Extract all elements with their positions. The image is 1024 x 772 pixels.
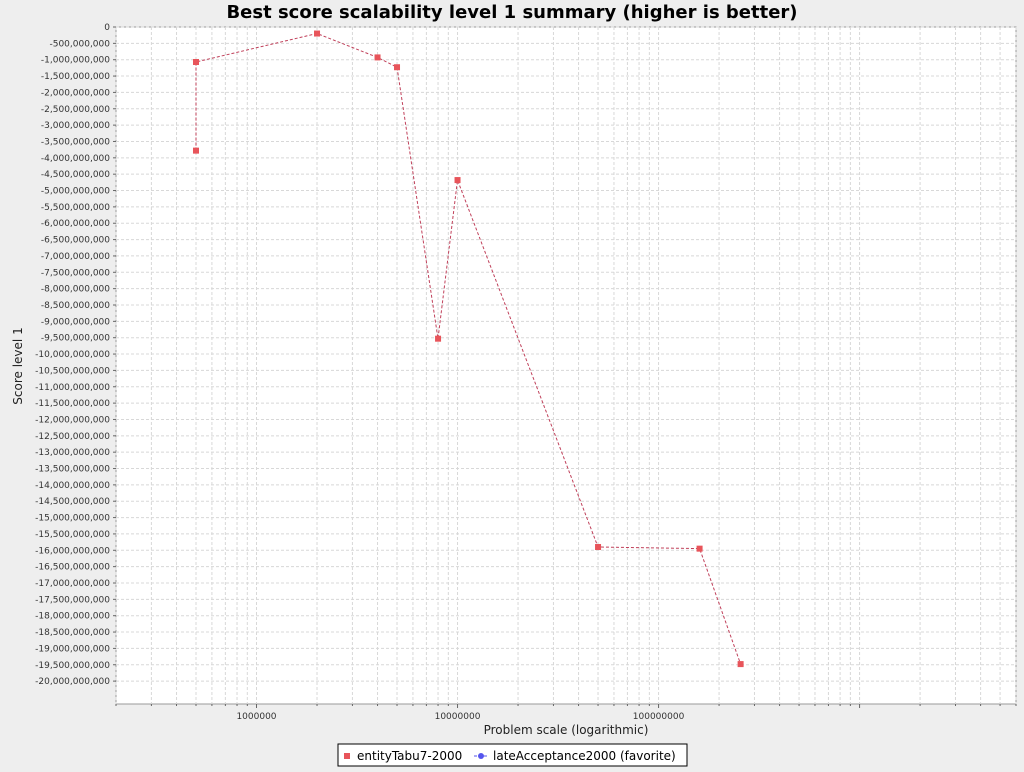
data-point	[737, 661, 744, 668]
y-tick-label: -13,500,000,000	[35, 465, 110, 475]
grid-layer	[115, 26, 1017, 704]
y-tick-label: -15,000,000,000	[35, 514, 110, 524]
data-point	[595, 544, 602, 551]
y-tick-label: 0	[104, 23, 110, 33]
legend-label-entitytabu: entityTabu7-2000	[357, 749, 462, 763]
y-tick-label: -13,000,000,000	[35, 448, 110, 458]
y-tick-label: -6,500,000,000	[41, 236, 110, 246]
y-tick-label: -7,000,000,000	[41, 252, 110, 262]
y-tick-label: -16,500,000,000	[35, 563, 110, 573]
y-tick-label: -9,500,000,000	[41, 334, 110, 344]
plot-area	[115, 26, 1017, 705]
data-point	[192, 58, 199, 65]
y-tick-label: -19,500,000,000	[35, 661, 110, 671]
y-tick-label: -1,500,000,000	[41, 72, 110, 82]
legend-box	[337, 743, 688, 767]
series-line-0	[195, 32, 742, 665]
y-tick-label: -8,000,000,000	[41, 285, 110, 295]
y-tick-label: -20,000,000,000	[35, 677, 110, 687]
data-point	[454, 177, 461, 184]
y-tick-label: -11,000,000,000	[35, 383, 110, 393]
y-tick-label: -14,500,000,000	[35, 497, 110, 507]
y-tick-label: -5,000,000,000	[41, 187, 110, 197]
y-tick-label: -16,000,000,000	[35, 546, 110, 556]
legend: entityTabu7-2000 lateAcceptance2000 (fav…	[337, 743, 688, 767]
y-tick-label: -6,000,000,000	[41, 219, 110, 229]
y-axis-label: Score level 1	[11, 327, 25, 404]
x-axis-label: Problem scale (logarithmic)	[484, 723, 649, 737]
y-tick-label: -4,500,000,000	[41, 170, 110, 180]
y-tick-label: -2,000,000,000	[41, 88, 110, 98]
y-tick-label: -17,500,000,000	[35, 595, 110, 605]
y-tick-label: -4,000,000,000	[41, 154, 110, 164]
y-tick-label: -3,500,000,000	[41, 137, 110, 147]
y-tick-label: -11,500,000,000	[35, 399, 110, 409]
y-tick-label: -2,500,000,000	[41, 105, 110, 115]
legend-label-lateacceptance: lateAcceptance2000 (favorite)	[493, 749, 676, 763]
legend-marker-lateacceptance	[478, 753, 484, 759]
y-tick-label: -18,000,000,000	[35, 612, 110, 622]
y-tick-label: -8,500,000,000	[41, 301, 110, 311]
data-point	[314, 30, 321, 37]
y-tick-label: -5,500,000,000	[41, 203, 110, 213]
data-point	[394, 64, 401, 71]
axis-layer: 0 -500,000,000 -1,000,000,000 -1,500,000,00…	[35, 23, 1017, 722]
y-tick-label: -10,000,000,000	[35, 350, 110, 360]
y-tick-label: -12,000,000,000	[35, 415, 110, 425]
data-point	[696, 545, 703, 552]
y-tick-label: -18,500,000,000	[35, 628, 110, 638]
chart-title: Best score scalability level 1 summary (…	[226, 2, 797, 23]
y-tick-label: -15,500,000,000	[35, 530, 110, 540]
series-layer	[192, 30, 744, 668]
y-tick-label: -1,000,000,000	[41, 56, 110, 66]
x-tick-label: 100000000	[633, 712, 685, 722]
y-tick-label: -10,500,000,000	[35, 366, 110, 376]
x-tick-label: 10000000	[435, 712, 481, 722]
data-point	[374, 54, 381, 61]
y-tick-label: -14,000,000,000	[35, 481, 110, 491]
data-point	[192, 147, 199, 154]
y-tick-label: -12,500,000,000	[35, 432, 110, 442]
x-tick-label: 1000000	[236, 712, 276, 722]
y-tick-label: -3,000,000,000	[41, 121, 110, 131]
y-tick-label: -500,000,000	[49, 39, 110, 49]
y-tick-label: -17,000,000,000	[35, 579, 110, 589]
data-point	[435, 335, 442, 342]
y-tick-label: -7,500,000,000	[41, 268, 110, 278]
legend-marker-entitytabu	[344, 753, 350, 759]
y-tick-label: -9,000,000,000	[41, 317, 110, 327]
y-tick-label: -19,000,000,000	[35, 644, 110, 654]
